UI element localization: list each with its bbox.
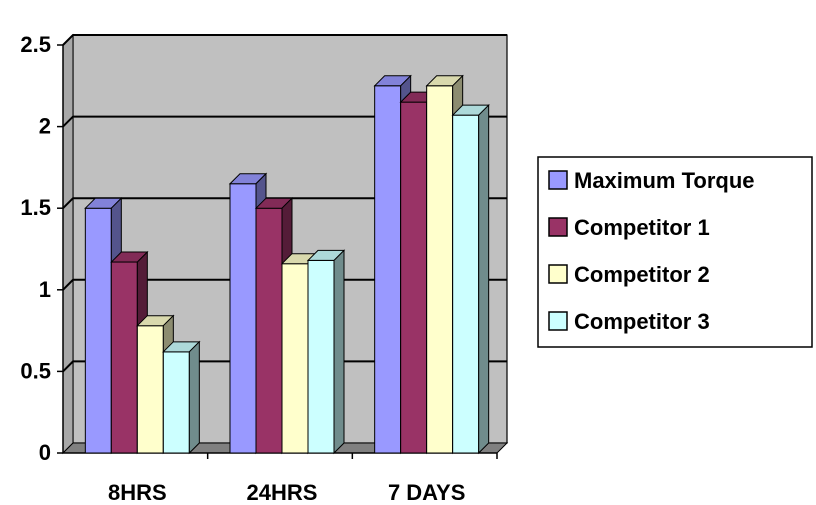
legend-item: Competitor 2 <box>548 262 710 287</box>
bar-front <box>229 183 257 454</box>
legend-label: Competitor 2 <box>574 262 710 287</box>
y-axis-tick-labels: 0 0.5 1 1.5 2 2.5 <box>20 32 51 465</box>
bar-side <box>188 340 200 455</box>
gridline <box>62 278 507 291</box>
bar-front <box>307 259 335 454</box>
bar <box>162 340 201 455</box>
legend-item: Competitor 1 <box>548 215 710 240</box>
gridline <box>62 197 507 209</box>
side-wall <box>62 33 74 455</box>
legend: Maximum Torque Competitor 1 Competitor 2 Co… <box>537 156 813 348</box>
bar-front <box>452 114 480 454</box>
bar-front <box>162 351 190 454</box>
bar-front <box>84 207 112 454</box>
x-category-label: 7 DAYS <box>388 480 465 505</box>
bar <box>451 103 490 455</box>
legend-swatch <box>548 311 568 331</box>
gridline <box>62 115 507 128</box>
legend-item: Competitor 3 <box>548 309 710 334</box>
x-axis-category-labels: 8HRS 24HRS 7 DAYS <box>108 480 465 505</box>
legend-swatch <box>548 217 568 237</box>
y-tick-label: 2.5 <box>20 32 51 57</box>
bars <box>84 74 490 455</box>
bar-side <box>333 249 345 455</box>
bar-front <box>110 261 138 454</box>
legend-box <box>537 156 813 348</box>
y-tick-label: 2 <box>39 114 51 139</box>
bar-front <box>426 85 454 454</box>
x-category-label: 24HRS <box>247 480 318 505</box>
y-tick-label: 1 <box>39 277 51 302</box>
legend-label: Maximum Torque <box>574 168 755 193</box>
y-tick-label: 0.5 <box>20 358 51 383</box>
bar-front <box>374 85 402 454</box>
x-category-label: 8HRS <box>108 480 167 505</box>
bar-front <box>400 101 428 454</box>
legend-swatch <box>548 170 568 190</box>
gridline <box>62 34 507 46</box>
bar-front <box>255 207 283 454</box>
y-tick-label: 1.5 <box>20 195 51 220</box>
legend-label: Competitor 3 <box>574 309 710 334</box>
gridline <box>62 360 507 373</box>
legend-label: Competitor 1 <box>574 215 710 240</box>
gridlines <box>62 34 507 373</box>
legend-item: Maximum Torque <box>548 168 755 193</box>
bar-front <box>281 263 309 454</box>
legend-swatch <box>548 264 568 284</box>
y-tick-label: 0 <box>39 440 51 465</box>
bar-side <box>478 103 490 455</box>
bar <box>306 249 346 455</box>
bar-front <box>136 325 164 454</box>
